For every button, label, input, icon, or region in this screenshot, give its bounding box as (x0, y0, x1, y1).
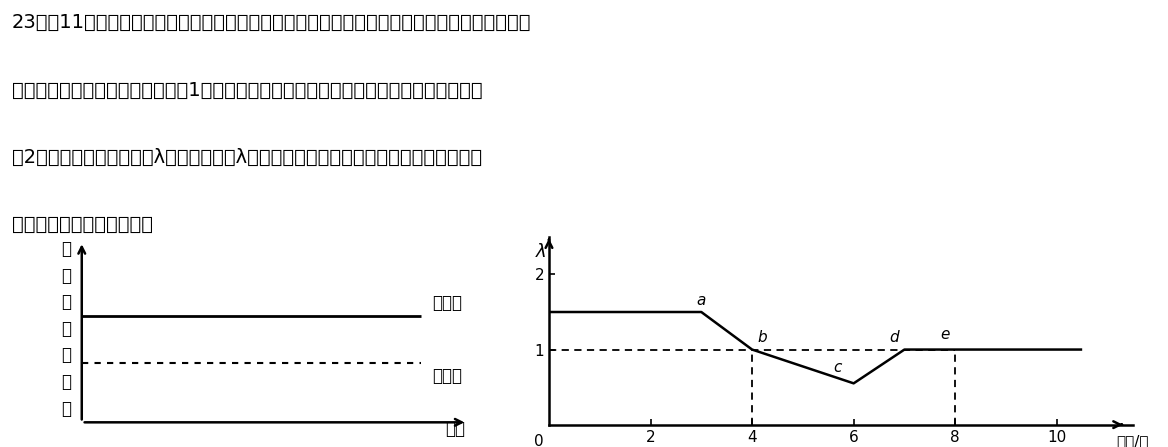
Text: 图2表示该水域中福寿螺的λ値变化曲线，λ表示该水域中福寿螺种群数量是前一年种群数: 图2表示该水域中福寿螺的λ値变化曲线，λ表示该水域中福寿螺种群数量是前一年种群数 (12, 148, 482, 167)
Text: 23．（11分）福寿螺主要栅息于流速缓慢或静止的淡水水体中，靠腹足爬行，也能在水中缓慢游: 23．（11分）福寿螺主要栅息于流速缓慢或静止的淡水水体中，靠腹足爬行，也能在水… (12, 13, 531, 33)
Text: 0: 0 (534, 434, 543, 447)
Text: λ: λ (536, 243, 547, 261)
Text: 时间/年: 时间/年 (1117, 434, 1149, 447)
Text: 死: 死 (62, 346, 71, 364)
Text: 时间: 时间 (446, 420, 466, 438)
Text: d: d (889, 330, 899, 345)
Text: 出: 出 (62, 240, 71, 258)
Text: 死亡率: 死亡率 (432, 367, 463, 385)
Text: 量的倍数。回答下列问题：: 量的倍数。回答下列问题： (12, 215, 153, 234)
Text: 出生率: 出生率 (432, 294, 463, 312)
Text: 或: 或 (62, 320, 71, 338)
Text: b: b (757, 330, 767, 345)
Text: 率: 率 (62, 293, 71, 312)
Text: 泳，喜爱取食鲜绿多汁的植物。图1表示某水域中福寿螺在某时间段内的出生率和死亡率，: 泳，喜爱取食鲜绿多汁的植物。图1表示某水域中福寿螺在某时间段内的出生率和死亡率， (12, 80, 482, 100)
Text: c: c (833, 360, 842, 375)
Text: a: a (696, 292, 705, 308)
Text: 率: 率 (62, 400, 71, 417)
Text: e: e (940, 327, 950, 342)
Text: 生: 生 (62, 267, 71, 285)
Text: 亡: 亡 (62, 373, 71, 391)
